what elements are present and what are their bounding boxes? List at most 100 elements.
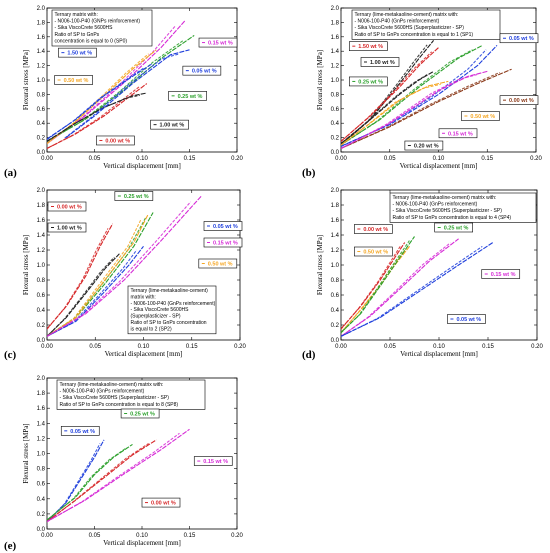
series-label-text: 1.00 wt % [370,60,395,66]
y-tick-label: 2.0 [37,188,46,194]
series-label-text: 0.05 wt % [213,224,238,230]
y-tick-label: 1.6 [331,218,340,224]
series-label-box [499,95,539,105]
series-label-text: 0.50 wt % [363,250,388,256]
series-group [47,428,190,523]
y-tick-label: 1.0 [37,78,46,84]
series-label-text: 0.15 wt % [203,459,228,465]
series-line-1-50-wt--specimen-1 [341,47,439,142]
x-tick-label: 0.00 [41,156,53,162]
y-tick-label: 0.4 [331,121,340,127]
y-tick-label: 0.0 [331,338,340,344]
y-tick-label: 1.4 [331,233,340,239]
info-line: - Sika ViscoCrete 5600HS (Superplasticiz… [60,395,170,401]
series-label: 0.25 wt % [434,222,474,233]
series-label-box [60,426,100,436]
x-tick-label: 0.10 [433,344,445,350]
series-label-box [354,246,393,257]
x-tick-label: 0.05 [384,156,396,162]
series-label-box [404,140,444,151]
y-tick-label: 1.8 [37,20,46,26]
series-label: 0.15 wt % [203,237,243,248]
info-line: concentration is equal to 0 (SP0) [55,38,128,44]
y-tick-label: 2.0 [331,188,340,194]
y-tick-label: 0.6 [37,293,46,299]
series-label-box [47,201,87,212]
series-line-0-25-wt--specimen-2 [47,39,185,143]
series-label-box [96,135,135,146]
x-tick-label: 0.15 [481,156,493,162]
y-tick-label: 0.4 [37,308,46,314]
series-label-text: 0.25 wt % [444,226,469,232]
series-label-box [182,65,222,76]
series-label-box [360,57,400,67]
series-label-text: 0.15 wt % [448,131,473,137]
series-line-0-00-wt--specimen-1 [47,83,148,149]
series-label: 0.05 wt % [203,221,243,231]
series-label-box [461,111,500,121]
series-label-box [438,128,478,139]
x-tick-label: 0.05 [89,156,101,162]
series-label-box [203,237,243,248]
series-line-1-00-wt--specimen-1 [47,253,120,337]
series-line-0-05-wt--specimen-2 [341,245,483,337]
series-label-box [193,456,233,466]
series-label: 0.00 wt % [141,497,181,508]
series-label-text: 0.25 wt % [130,411,155,417]
series-label-text: 0.05 wt % [456,317,481,323]
y-tick-label: 1.4 [37,421,46,427]
series-label-box [198,258,238,269]
series-label-text: 0.20 wt % [414,144,439,150]
series-line-0-05-wt--specimen-1 [47,245,144,337]
x-axis-title: Vertical displacement [mm] [105,350,183,358]
y-tick-label: 0.0 [37,150,46,156]
info-line: Ternary (lime-metakaoline-cement) matrix… [60,382,164,388]
y-tick-label: 1.8 [37,203,46,209]
x-tick-label: 0.15 [184,156,196,162]
series-label: 0.50 wt % [54,75,93,85]
series-label-box [114,191,154,201]
series-line-0-15-wt--specimen-1 [47,428,190,522]
y-tick-label: 0.2 [37,136,46,142]
info-line: Ratio of SP to GnPs concentration is equ… [60,402,179,408]
series-label-box [203,221,243,231]
series-label: 0.20 wt % [404,140,444,151]
series-label: 1.00 wt % [47,222,87,233]
series-line-0-05-wt--specimen-2 [47,443,101,523]
series-line-0-00-wt--specimen-2 [341,71,500,150]
info-line: matrix with: [131,294,156,300]
series-line-1-50-wt--specimen-2 [341,51,433,143]
series-group [341,236,494,337]
x-tick-label: 0.00 [335,156,347,162]
series-label-box [348,41,388,51]
info-box [351,9,501,40]
y-tick-label: 0.8 [37,278,46,284]
series-label-text: 0.50 wt % [470,114,495,120]
panel-letter: (c) [4,349,17,361]
series-label: 0.00 wt % [96,135,135,146]
series-label-text: 0.50 wt % [64,78,89,84]
y-axis-title: Flexural stress [MPa] [22,235,30,295]
info-line: - Sika ViscoCrete 5600HS [55,25,114,31]
series-label-box [481,269,521,279]
y-tick-label: 1.4 [37,49,46,55]
info-line: Ternary (lime-metakaoline-cement) [131,288,209,294]
y-tick-label: 2.0 [331,6,340,12]
series-label: 0.25 wt % [120,408,160,419]
y-tick-label: 1.0 [331,263,340,269]
series-label-text: 0.05 wt % [509,36,534,42]
y-tick-label: 1.0 [37,263,46,269]
y-tick-label: 1.6 [37,218,46,224]
x-tick-label: 0.05 [89,344,101,350]
series-label-text: 0.00 wt % [105,138,130,144]
series-label-text: 0.05 wt % [70,429,95,435]
x-axis-title: Vertical displacement [mm] [400,350,478,358]
y-tick-label: 0.2 [37,512,46,518]
x-tick-label: 0.05 [384,344,396,350]
panel-letter: (e) [4,540,17,552]
series-label: 0.25 wt % [168,91,207,101]
series-label: 0.05 wt % [447,314,486,324]
info-box [56,379,206,410]
info-line: is equal to 2 (SP2) [131,326,172,332]
